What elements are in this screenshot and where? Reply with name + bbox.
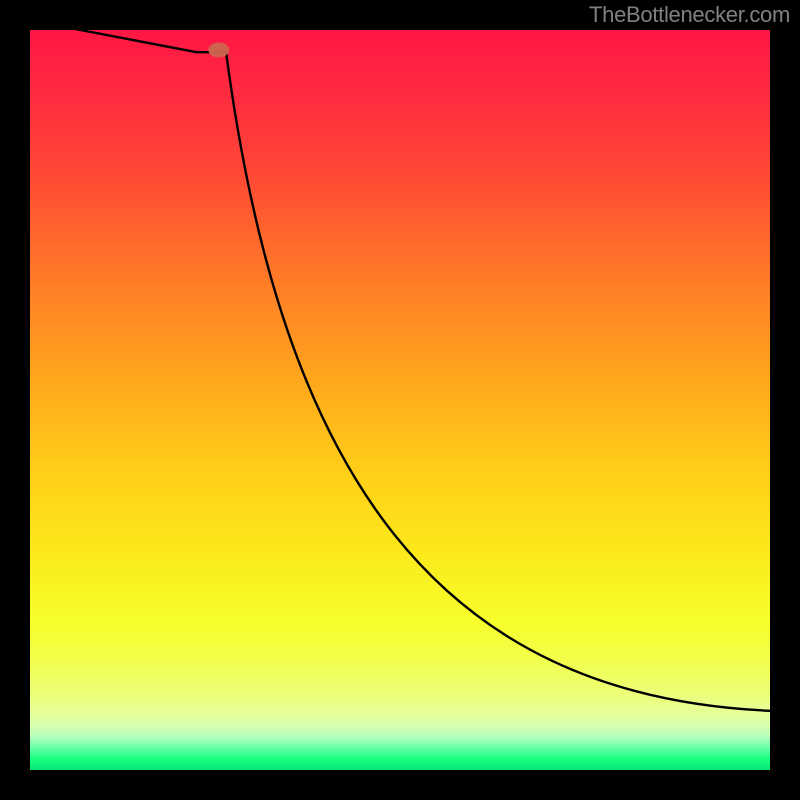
bottleneck-curve-chart [30,30,770,770]
optimal-point-marker [208,43,229,58]
gradient-background [30,30,770,770]
plot-area [30,30,770,770]
watermark-label: TheBottlenecker.com [589,2,790,28]
chart-container: TheBottlenecker.com [0,0,800,800]
